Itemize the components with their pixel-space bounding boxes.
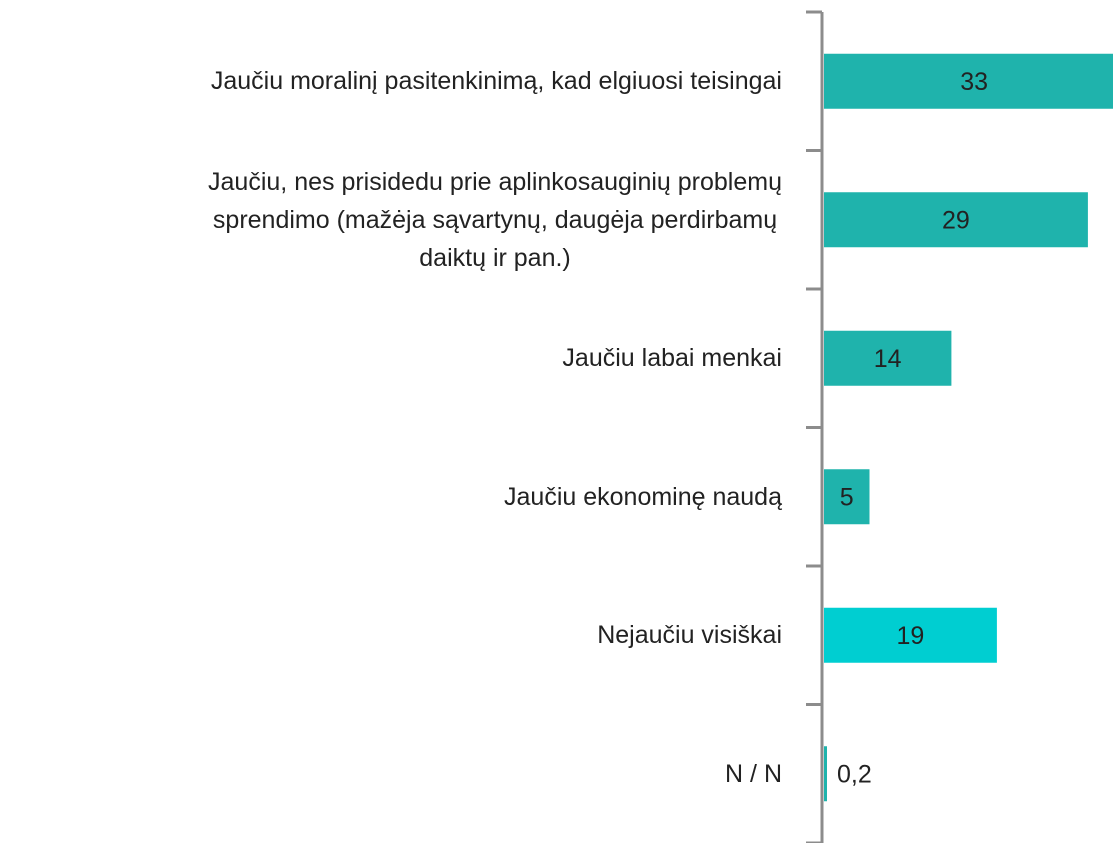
bar <box>824 746 827 802</box>
value-label: 33 <box>960 68 988 96</box>
category-label: Jaučiu labai menkai <box>562 344 782 373</box>
value-label: 29 <box>942 206 970 234</box>
bar <box>824 469 870 525</box>
category-label: Jaučiu moralinį pasitenkinimą, kad elgiu… <box>210 67 782 96</box>
value-label: 0,2 <box>837 760 872 788</box>
value-label: 5 <box>840 483 854 511</box>
category-label: N / N <box>725 759 782 788</box>
bar <box>824 607 997 663</box>
bar <box>824 53 1113 109</box>
value-label: 19 <box>897 622 925 650</box>
category-label: Jaučiu, nes prisidedu prie aplinkosaugin… <box>208 167 782 272</box>
category-label: Jaučiu ekonominę naudą <box>504 482 782 511</box>
value-label: 14 <box>874 345 902 373</box>
bar <box>824 192 1088 248</box>
bar <box>824 330 952 386</box>
category-label: Nejaučiu visiškai <box>597 621 782 650</box>
